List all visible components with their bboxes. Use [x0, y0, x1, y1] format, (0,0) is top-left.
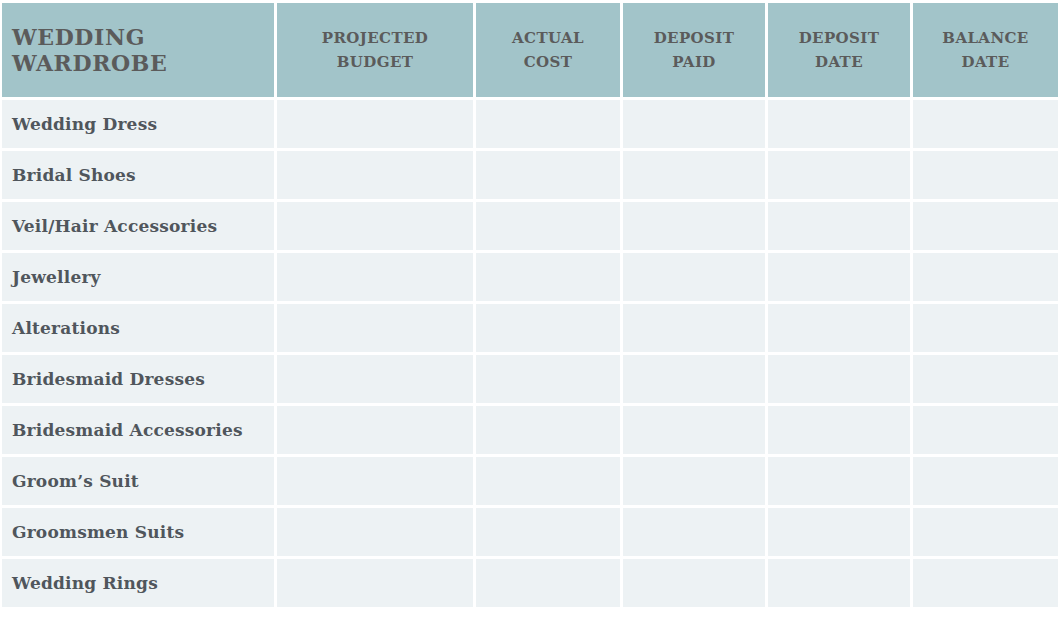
budget-sheet: WEDDING WARDROBE PROJECTED BUDGET ACTUAL…: [0, 0, 1059, 607]
row-label: Groomsmen Suits: [2, 508, 274, 556]
cell-actual-cost[interactable]: [476, 355, 620, 403]
cell-balance-date[interactable]: [913, 151, 1058, 199]
table-row-grooms-suit: Groom’s Suit: [2, 457, 1058, 505]
cell-balance-date[interactable]: [913, 304, 1058, 352]
cell-balance-date[interactable]: [913, 202, 1058, 250]
table-row-wedding-dress: Wedding Dress: [2, 100, 1058, 148]
cell-projected-budget[interactable]: [277, 202, 473, 250]
cell-projected-budget[interactable]: [277, 253, 473, 301]
wedding-wardrobe-table: WEDDING WARDROBE PROJECTED BUDGET ACTUAL…: [2, 3, 1058, 607]
cell-projected-budget[interactable]: [277, 508, 473, 556]
row-label: Groom’s Suit: [2, 457, 274, 505]
cell-actual-cost[interactable]: [476, 508, 620, 556]
table-header-row: WEDDING WARDROBE PROJECTED BUDGET ACTUAL…: [2, 3, 1058, 97]
cell-actual-cost[interactable]: [476, 457, 620, 505]
row-label: Wedding Rings: [2, 559, 274, 607]
cell-balance-date[interactable]: [913, 253, 1058, 301]
row-label: Alterations: [2, 304, 274, 352]
row-label: Bridesmaid Dresses: [2, 355, 274, 403]
table-row-bridesmaid-dresses: Bridesmaid Dresses: [2, 355, 1058, 403]
table-row-veil-hair-accessories: Veil/Hair Accessories: [2, 202, 1058, 250]
cell-actual-cost[interactable]: [476, 406, 620, 454]
cell-actual-cost[interactable]: [476, 100, 620, 148]
cell-projected-budget[interactable]: [277, 457, 473, 505]
cell-projected-budget[interactable]: [277, 151, 473, 199]
table-row-groomsmen-suits: Groomsmen Suits: [2, 508, 1058, 556]
cell-actual-cost[interactable]: [476, 151, 620, 199]
row-label: Bridal Shoes: [2, 151, 274, 199]
cell-actual-cost[interactable]: [476, 253, 620, 301]
cell-deposit-date[interactable]: [768, 406, 910, 454]
cell-projected-budget[interactable]: [277, 355, 473, 403]
table-row-bridesmaid-accessories: Bridesmaid Accessories: [2, 406, 1058, 454]
cell-balance-date[interactable]: [913, 508, 1058, 556]
cell-deposit-date[interactable]: [768, 508, 910, 556]
cell-balance-date[interactable]: [913, 355, 1058, 403]
table-row-alterations: Alterations: [2, 304, 1058, 352]
cell-deposit-paid[interactable]: [623, 202, 765, 250]
cell-projected-budget[interactable]: [277, 559, 473, 607]
row-label: Jewellery: [2, 253, 274, 301]
cell-deposit-date[interactable]: [768, 151, 910, 199]
cell-deposit-paid[interactable]: [623, 559, 765, 607]
cell-projected-budget[interactable]: [277, 304, 473, 352]
cell-deposit-paid[interactable]: [623, 508, 765, 556]
cell-deposit-paid[interactable]: [623, 151, 765, 199]
cell-actual-cost[interactable]: [476, 559, 620, 607]
table-row-bridal-shoes: Bridal Shoes: [2, 151, 1058, 199]
column-header-deposit-date: DEPOSIT DATE: [768, 3, 910, 97]
cell-deposit-date[interactable]: [768, 304, 910, 352]
cell-balance-date[interactable]: [913, 406, 1058, 454]
column-header-deposit-paid: DEPOSIT PAID: [623, 3, 765, 97]
cell-projected-budget[interactable]: [277, 406, 473, 454]
table-row-wedding-rings: Wedding Rings: [2, 559, 1058, 607]
cell-deposit-paid[interactable]: [623, 355, 765, 403]
cell-deposit-date[interactable]: [768, 355, 910, 403]
row-label: Bridesmaid Accessories: [2, 406, 274, 454]
cell-deposit-paid[interactable]: [623, 253, 765, 301]
cell-deposit-paid[interactable]: [623, 304, 765, 352]
cell-deposit-paid[interactable]: [623, 457, 765, 505]
cell-balance-date[interactable]: [913, 100, 1058, 148]
cell-deposit-date[interactable]: [768, 202, 910, 250]
cell-balance-date[interactable]: [913, 559, 1058, 607]
cell-actual-cost[interactable]: [476, 202, 620, 250]
table-row-jewellery: Jewellery: [2, 253, 1058, 301]
column-header-actual-cost: ACTUAL COST: [476, 3, 620, 97]
cell-deposit-paid[interactable]: [623, 100, 765, 148]
cell-projected-budget[interactable]: [277, 100, 473, 148]
cell-actual-cost[interactable]: [476, 304, 620, 352]
cell-deposit-paid[interactable]: [623, 406, 765, 454]
row-label: Wedding Dress: [2, 100, 274, 148]
cell-balance-date[interactable]: [913, 457, 1058, 505]
cell-deposit-date[interactable]: [768, 100, 910, 148]
cell-deposit-date[interactable]: [768, 457, 910, 505]
column-header-projected-budget: PROJECTED BUDGET: [277, 3, 473, 97]
column-header-balance-date: BALANCE DATE: [913, 3, 1058, 97]
cell-deposit-date[interactable]: [768, 253, 910, 301]
cell-deposit-date[interactable]: [768, 559, 910, 607]
row-label: Veil/Hair Accessories: [2, 202, 274, 250]
table-title: WEDDING WARDROBE: [2, 3, 274, 97]
